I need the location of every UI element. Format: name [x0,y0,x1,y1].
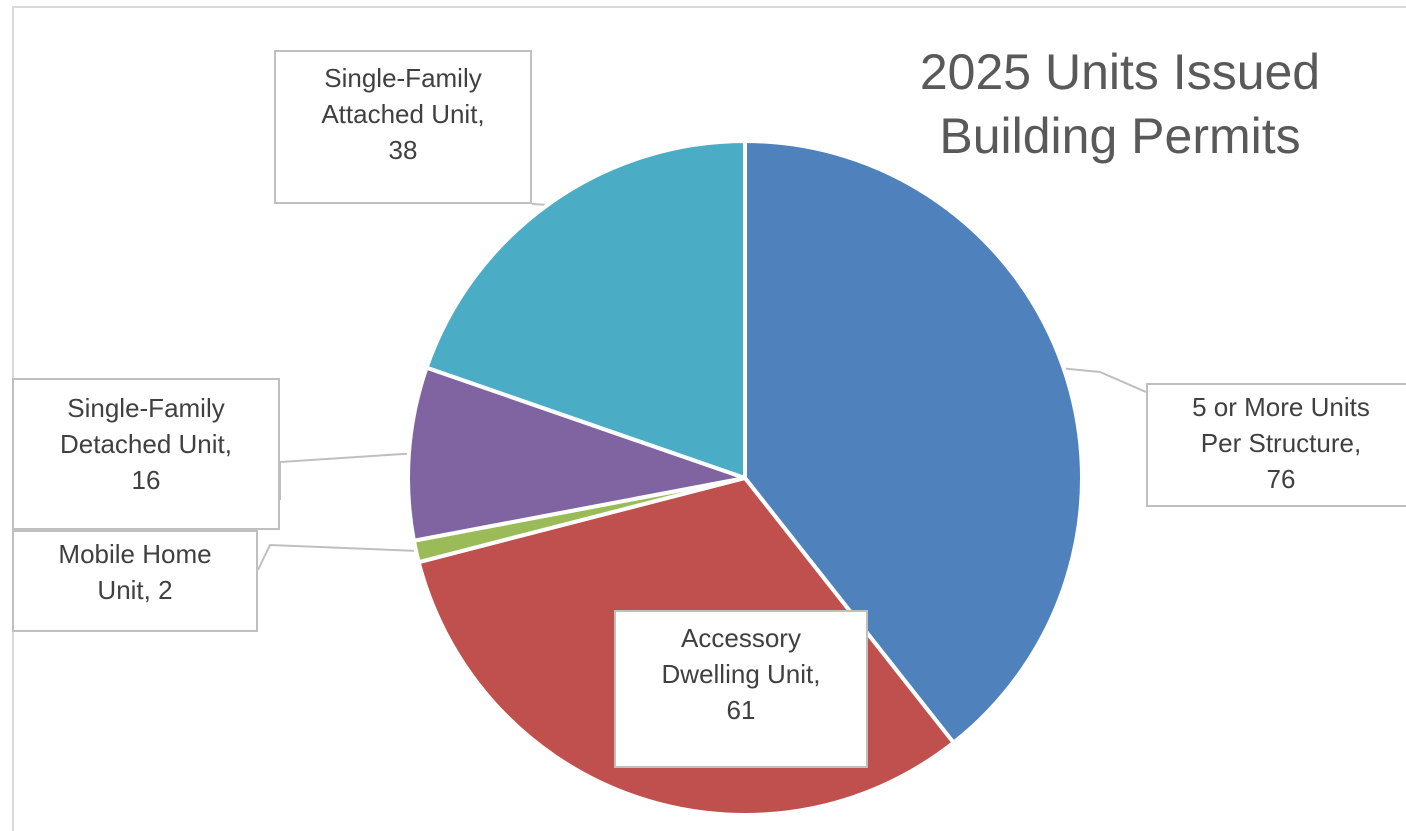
data-label-text: Single-Family [324,63,482,93]
data-label-text: Attached Unit, [321,99,485,129]
data-label-text: Detached Unit, [60,429,232,459]
data-label-single-family-attached: Single-Family Attached Unit, 38 [274,50,532,204]
data-label-value: 61 [726,695,756,725]
chart-title: 2025 Units Issued Building Permits [870,40,1370,168]
data-label-accessory-dwelling-unit: Accessory Dwelling Unit, 61 [614,610,868,768]
chart-title-line-2: Building Permits [939,108,1301,164]
data-label-text: Accessory [681,623,801,653]
data-label-single-family-detached: Single-Family Detached Unit, 16 [12,378,280,530]
data-label-5-or-more-units: 5 or More Units Per Structure, 76 [1146,383,1406,507]
data-label-text: Dwelling Unit, [661,659,821,689]
data-label-text: Per Structure, [1200,428,1362,458]
leader-line [279,452,411,500]
leader-line [1061,367,1147,393]
data-label-text: Single-Family [67,393,225,423]
data-label-value: 76 [1266,464,1296,494]
data-label-value: 38 [388,135,418,165]
data-label-text: Mobile Home [58,539,212,569]
pie-slice-0 [743,139,1084,745]
pie-slice-3 [406,365,747,543]
data-label-text: 5 or More Units [1192,392,1370,422]
data-label-mobile-home-unit: Mobile Home Unit, 2 [12,530,258,632]
leader-line [257,543,419,571]
data-label-value: 16 [131,465,161,495]
pie-slice-4 [424,139,747,480]
leader-lines [257,203,1147,571]
data-label-text: Unit, 2 [97,575,173,605]
chart-title-line-1: 2025 Units Issued [919,44,1321,100]
